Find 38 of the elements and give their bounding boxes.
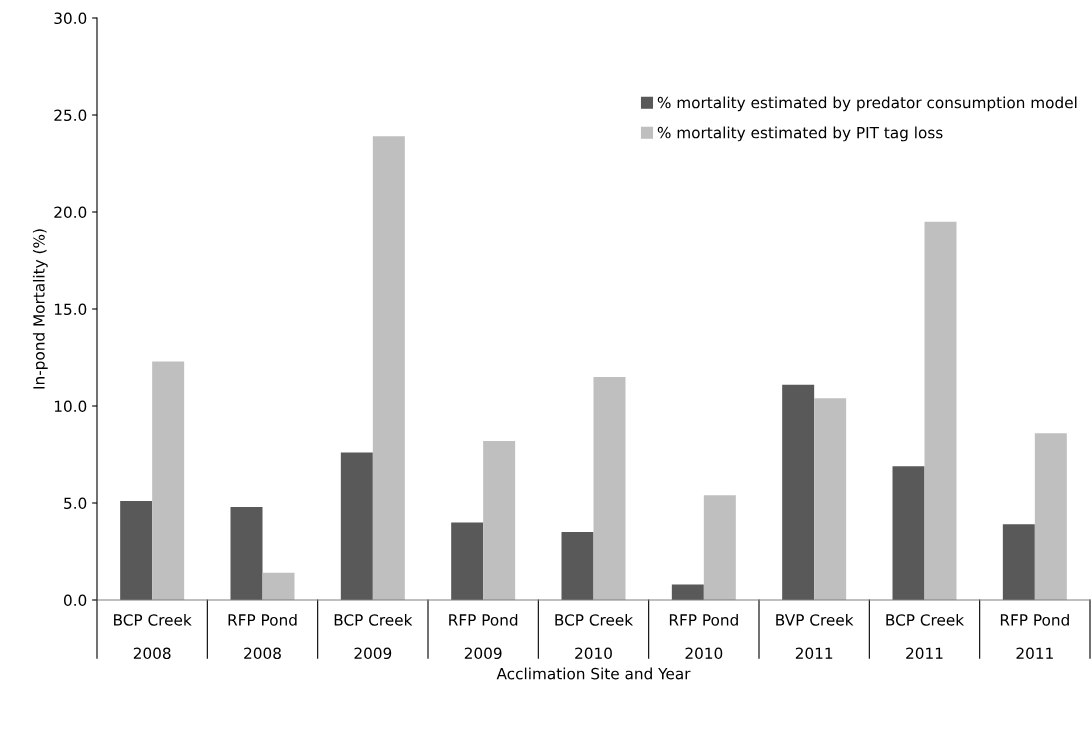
bar [782,384,815,600]
y-tick-label: 10.0 [54,400,87,413]
bar [1034,433,1067,600]
legend-label: % mortality estimated by PIT tag loss [657,126,943,142]
bar [483,440,516,600]
category-label: RFP Pond 2008 [228,613,297,660]
bar [593,376,626,600]
bar [814,398,847,600]
category-label: BVP Creek 2011 [776,613,854,660]
bar [924,221,957,600]
category-label: RFP Pond 2010 [669,613,738,660]
bar [703,495,736,600]
bar [561,532,594,600]
bar [671,584,704,600]
y-tick-label: 15.0 [54,303,87,316]
y-tick-label: 20.0 [54,206,87,219]
category-label: BCP Creek 2011 [886,613,965,660]
y-tick-label: 25.0 [54,109,87,122]
bar [1002,524,1035,600]
bar [262,572,295,600]
bar [372,136,405,600]
bar [152,361,185,600]
category-label: BCP Creek 2008 [114,613,192,660]
category-label: BCP Creek 2009 [334,613,413,660]
y-tick-label: 0.0 [63,594,87,607]
category-label: BCP Creek 2010 [555,613,634,660]
y-tick-label: 5.0 [64,497,87,510]
category-label: RFP Pond 2011 [1000,613,1069,660]
y-tick-label: 30.0 [54,12,87,25]
bar [892,466,925,600]
y-axis-title: In-pond Mortality (%) [32,229,48,389]
bar [230,506,263,600]
legend-label: % mortality estimated by predator consumption model [657,96,1077,112]
bar [120,501,153,600]
bar [451,522,484,600]
x-axis-title: Acclimation Site and Year [496,667,691,680]
category-label: RFP Pond 2009 [449,613,518,660]
bar [340,452,373,600]
